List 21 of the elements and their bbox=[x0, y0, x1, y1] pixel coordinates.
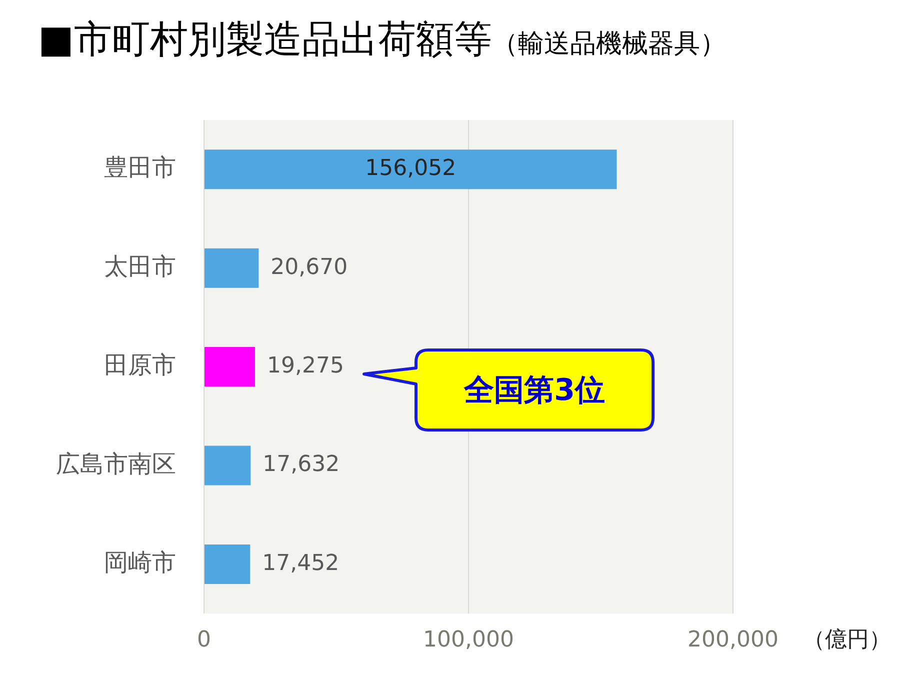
bar bbox=[204, 544, 250, 584]
x-tick-label: 100,000 bbox=[423, 628, 514, 653]
chart-subtitle: （輸送品機械器具） bbox=[492, 29, 726, 59]
data-label: 19,275 bbox=[266, 354, 344, 379]
bar bbox=[204, 347, 255, 387]
y-tick-label: 田原市 bbox=[104, 351, 176, 380]
data-label: 17,452 bbox=[262, 550, 340, 576]
y-tick-label: 岡崎市 bbox=[104, 548, 176, 576]
x-axis-title: （億円） bbox=[803, 627, 891, 652]
data-label: 17,632 bbox=[262, 452, 340, 478]
bar bbox=[204, 446, 251, 486]
x-tick-label: 200,000 bbox=[688, 628, 778, 653]
y-tick-label: 太田市 bbox=[104, 252, 176, 280]
bar bbox=[204, 150, 617, 190]
data-label: 156,052 bbox=[365, 156, 456, 182]
data-label: 20,670 bbox=[270, 254, 348, 280]
y-tick-label: 豊田市 bbox=[104, 154, 176, 182]
y-tick-label: 広島市南区 bbox=[56, 450, 176, 478]
bar bbox=[204, 248, 259, 288]
annotation: 全国第3位 bbox=[462, 372, 606, 410]
x-tick-label: 0 bbox=[197, 628, 211, 653]
